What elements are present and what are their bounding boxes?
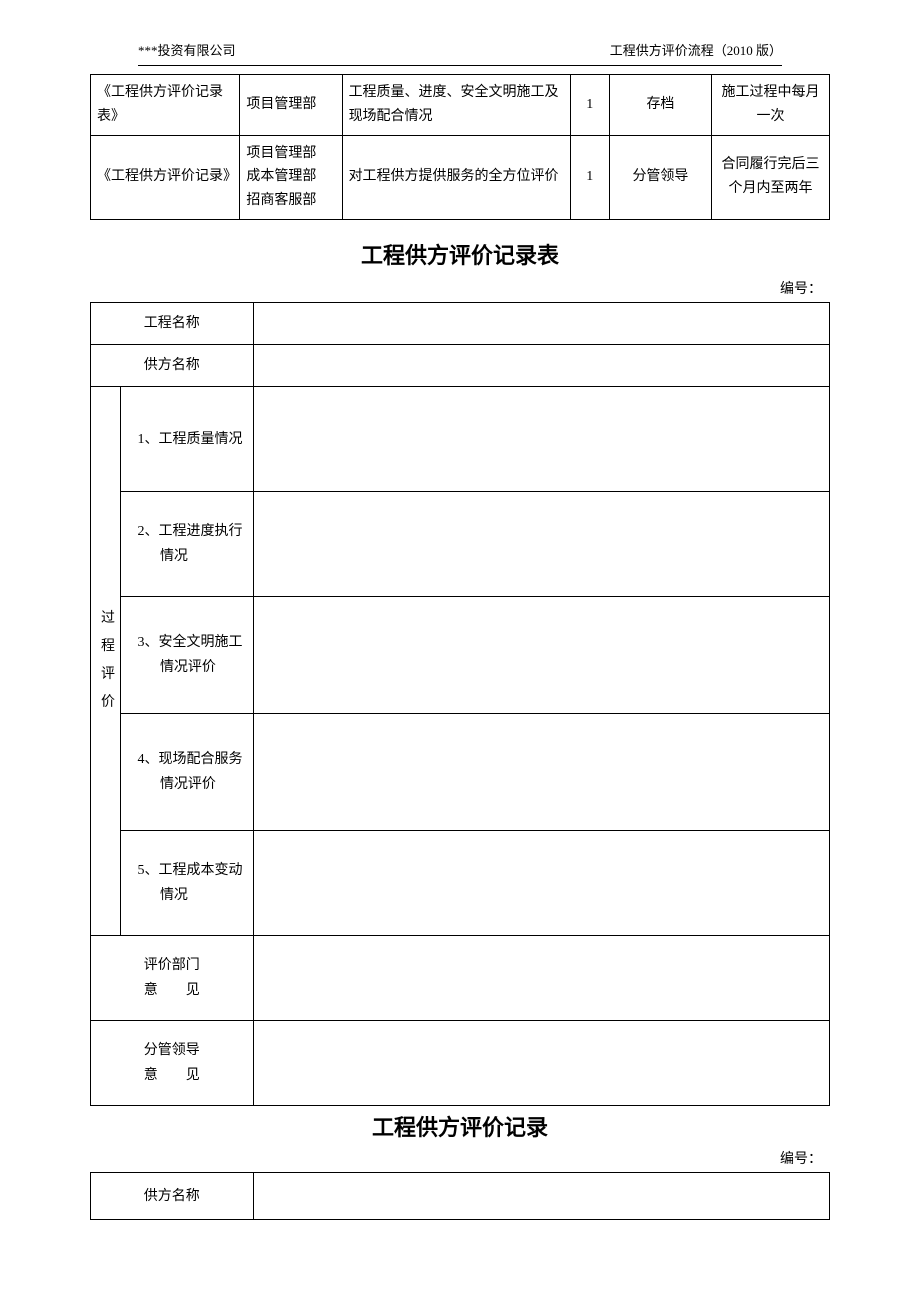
- form2-value-supplier-name: [253, 1173, 829, 1220]
- v-char: 过: [101, 605, 110, 633]
- form1-row-project: 工程名称: [91, 302, 830, 344]
- header-underline: [138, 65, 782, 66]
- form1-item-row: 2、工程进度执行情况: [91, 492, 830, 597]
- top-table-cell: 《工程供方评价记录》: [91, 135, 240, 219]
- form1-table: 工程名称 供方名称 过 程 评 价 1、工程质量情况 2、工程进度执行情况: [90, 302, 830, 1106]
- label-dept-opinion: 评价部门 意 见: [91, 936, 254, 1021]
- item-value-1: [253, 387, 829, 492]
- top-table-cell: 项目管理部: [240, 75, 342, 136]
- form2-table: 供方名称: [90, 1172, 830, 1220]
- header-left: ***投资有限公司: [138, 40, 236, 59]
- top-table-cell: 1: [570, 75, 609, 136]
- form2-title: 工程供方评价记录: [90, 1110, 830, 1142]
- item-label-1: 1、工程质量情况: [120, 387, 253, 492]
- item-value-5: [253, 831, 829, 936]
- label-project-name: 工程名称: [91, 302, 254, 344]
- top-table-cell: 1: [570, 135, 609, 219]
- v-char: 评: [101, 661, 110, 689]
- top-table-cell: 项目管理部成本管理部招商客服部: [240, 135, 342, 219]
- value-project-name: [253, 302, 829, 344]
- top-table-row: 《工程供方评价记录》项目管理部成本管理部招商客服部对工程供方提供服务的全方位评价…: [91, 135, 830, 219]
- item-value-2: [253, 492, 829, 597]
- top-table-cell: 分管领导: [609, 135, 711, 219]
- form2-row-supplier: 供方名称: [91, 1173, 830, 1220]
- top-table-cell: 《工程供方评价记录表》: [91, 75, 240, 136]
- form1-item-row: 5、工程成本变动情况: [91, 831, 830, 936]
- label-process-eval: 过 程 评 价: [91, 387, 121, 936]
- value-leader-opinion: [253, 1021, 829, 1106]
- top-table-cell: 存档: [609, 75, 711, 136]
- label-supplier-name: 供方名称: [91, 345, 254, 387]
- form1-row-leader-opinion: 分管领导 意 见: [91, 1021, 830, 1106]
- page-header: ***投资有限公司 工程供方评价流程（2010 版）: [90, 40, 830, 65]
- form2-serial-label: 编号：: [90, 1148, 830, 1168]
- page: ***投资有限公司 工程供方评价流程（2010 版） 《工程供方评价记录表》项目…: [0, 0, 920, 1302]
- item-label-4: 4、现场配合服务情况评价: [120, 714, 253, 831]
- value-supplier-name: [253, 345, 829, 387]
- form1-item-row: 4、现场配合服务情况评价: [91, 714, 830, 831]
- top-table-cell: 工程质量、进度、安全文明施工及现场配合情况: [342, 75, 570, 136]
- form2-label-supplier-name: 供方名称: [91, 1173, 254, 1220]
- item-value-3: [253, 597, 829, 714]
- v-char: 程: [101, 633, 110, 661]
- item-value-4: [253, 714, 829, 831]
- v-char: 价: [101, 689, 110, 717]
- item-label-2: 2、工程进度执行情况: [120, 492, 253, 597]
- top-records-table: 《工程供方评价记录表》项目管理部工程质量、进度、安全文明施工及现场配合情况1存档…: [90, 74, 830, 220]
- form1-row-supplier: 供方名称: [91, 345, 830, 387]
- item-label-5: 5、工程成本变动情况: [120, 831, 253, 936]
- top-table-cell: 合同履行完后三个月内至两年: [712, 135, 830, 219]
- top-table-cell: 对工程供方提供服务的全方位评价: [342, 135, 570, 219]
- item-label-3: 3、安全文明施工情况评价: [120, 597, 253, 714]
- label-leader-opinion: 分管领导 意 见: [91, 1021, 254, 1106]
- form1-serial-label: 编号：: [90, 278, 830, 298]
- top-table-cell: 施工过程中每月一次: [712, 75, 830, 136]
- form1-row-dept-opinion: 评价部门 意 见: [91, 936, 830, 1021]
- top-table-row: 《工程供方评价记录表》项目管理部工程质量、进度、安全文明施工及现场配合情况1存档…: [91, 75, 830, 136]
- header-right: 工程供方评价流程（2010 版）: [610, 40, 782, 59]
- form1-title: 工程供方评价记录表: [90, 238, 830, 270]
- value-dept-opinion: [253, 936, 829, 1021]
- form1-item-row: 3、安全文明施工情况评价: [91, 597, 830, 714]
- form1-item-row: 过 程 评 价 1、工程质量情况: [91, 387, 830, 492]
